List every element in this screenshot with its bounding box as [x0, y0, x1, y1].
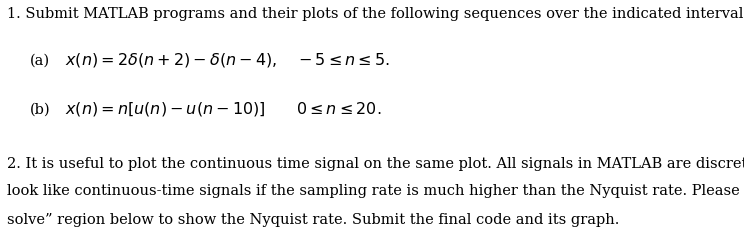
Text: $x(n) = 2\delta(n+2) - \delta(n-4), \quad -5 \leq n \leq 5.$: $x(n) = 2\delta(n+2) - \delta(n-4), \qua…: [65, 51, 391, 69]
Text: 1. Submit MATLAB programs and their plots of the following sequences over the in: 1. Submit MATLAB programs and their plot…: [7, 7, 744, 21]
Text: (b): (b): [31, 103, 51, 116]
Text: solve” region below to show the Nyquist rate. Submit the final code and its grap: solve” region below to show the Nyquist …: [7, 213, 619, 227]
Text: 2. It is useful to plot the continuous time signal on the same plot. All signals: 2. It is useful to plot the continuous t…: [7, 157, 744, 171]
Text: $x(n) = n[u(n)-u(n-10)] \qquad 0 \leq n \leq 20.$: $x(n) = n[u(n)-u(n-10)] \qquad 0 \leq n …: [65, 100, 382, 118]
Text: look like continuous-time signals if the sampling rate is much higher than the N: look like continuous-time signals if the…: [7, 184, 744, 198]
Text: (a): (a): [31, 54, 51, 68]
